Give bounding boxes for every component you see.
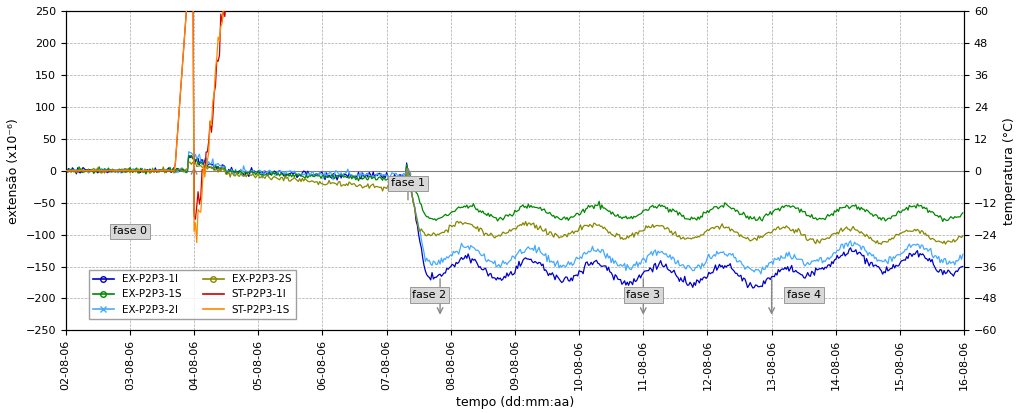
EX-P2P3-2I bbox=[59, 168, 72, 173]
Line: ST-P2P3-1S: ST-P2P3-1S bbox=[65, 0, 963, 242]
EX-P2P3-1I bbox=[85, 168, 97, 173]
Line: EX-P2P3-2S: EX-P2P3-2S bbox=[65, 162, 963, 244]
EX-P2P3-1I bbox=[817, 267, 830, 272]
EX-P2P3-2S bbox=[875, 242, 887, 247]
EX-P2P3-1S bbox=[354, 175, 366, 180]
EX-P2P3-2I bbox=[957, 252, 969, 257]
EX-P2P3-2S bbox=[207, 166, 219, 171]
X-axis label: tempo (dd:mm:aa): tempo (dd:mm:aa) bbox=[456, 396, 574, 409]
EX-P2P3-1I bbox=[207, 162, 219, 167]
ST-P2P3-1I bbox=[59, 168, 72, 173]
EX-P2P3-1I bbox=[875, 268, 887, 273]
Y-axis label: temperatura (°C): temperatura (°C) bbox=[1004, 117, 1016, 225]
Line: ST-P2P3-1I: ST-P2P3-1I bbox=[65, 0, 963, 219]
Text: fase 4: fase 4 bbox=[787, 290, 820, 300]
EX-P2P3-2S bbox=[85, 167, 97, 172]
EX-P2P3-2S bbox=[354, 182, 366, 187]
EX-P2P3-1I bbox=[747, 285, 759, 290]
EX-P2P3-1S bbox=[300, 173, 312, 178]
ST-P2P3-1S bbox=[59, 168, 72, 173]
Y-axis label: extensão (x10⁻⁶): extensão (x10⁻⁶) bbox=[7, 118, 19, 223]
EX-P2P3-2I bbox=[354, 174, 366, 179]
EX-P2P3-2S bbox=[182, 159, 194, 164]
EX-P2P3-2I bbox=[207, 157, 219, 161]
EX-P2P3-2S bbox=[59, 169, 72, 173]
EX-P2P3-1S bbox=[85, 168, 97, 173]
Line: EX-P2P3-1I: EX-P2P3-1I bbox=[65, 156, 963, 288]
EX-P2P3-1S bbox=[207, 165, 219, 170]
EX-P2P3-1I bbox=[300, 172, 312, 177]
EX-P2P3-2I bbox=[875, 258, 887, 263]
EX-P2P3-1I bbox=[354, 176, 366, 181]
ST-P2P3-1I bbox=[85, 168, 97, 173]
ST-P2P3-1I bbox=[189, 217, 202, 222]
Text: fase 3: fase 3 bbox=[626, 290, 660, 300]
EX-P2P3-1S bbox=[59, 169, 72, 173]
Text: fase 2: fase 2 bbox=[412, 290, 446, 300]
EX-P2P3-1S bbox=[937, 219, 949, 224]
EX-P2P3-2I bbox=[85, 168, 97, 173]
EX-P2P3-1S bbox=[185, 153, 197, 158]
Legend: EX-P2P3-1I, EX-P2P3-1S, EX-P2P3-2I, EX-P2P3-2S, ST-P2P3-1I, ST-P2P3-1S: EX-P2P3-1I, EX-P2P3-1S, EX-P2P3-2I, EX-P… bbox=[89, 270, 296, 319]
ST-P2P3-1S bbox=[85, 168, 97, 173]
EX-P2P3-2I bbox=[817, 259, 830, 263]
Line: EX-P2P3-2I: EX-P2P3-2I bbox=[65, 152, 963, 274]
Text: fase 1: fase 1 bbox=[391, 178, 425, 188]
EX-P2P3-2I bbox=[300, 175, 312, 180]
ST-P2P3-1S bbox=[190, 240, 203, 245]
Line: EX-P2P3-1S: EX-P2P3-1S bbox=[65, 156, 963, 221]
EX-P2P3-1S bbox=[874, 215, 886, 220]
ST-P2P3-1S bbox=[207, 99, 219, 104]
EX-P2P3-2S bbox=[874, 241, 886, 246]
EX-P2P3-1I bbox=[59, 169, 72, 174]
EX-P2P3-2S bbox=[816, 236, 829, 241]
EX-P2P3-2I bbox=[182, 149, 194, 154]
EX-P2P3-2S bbox=[957, 233, 969, 238]
ST-P2P3-1I bbox=[207, 116, 219, 121]
EX-P2P3-2S bbox=[300, 178, 312, 183]
EX-P2P3-1I bbox=[957, 264, 969, 269]
EX-P2P3-1S bbox=[816, 216, 829, 221]
Text: fase 0: fase 0 bbox=[113, 226, 147, 236]
EX-P2P3-1I bbox=[182, 153, 194, 158]
EX-P2P3-1S bbox=[957, 210, 969, 215]
EX-P2P3-2I bbox=[755, 271, 767, 276]
